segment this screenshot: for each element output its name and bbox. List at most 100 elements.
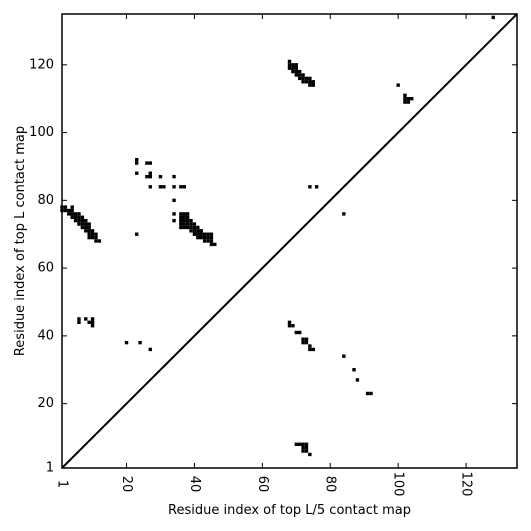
contact-point — [209, 239, 214, 243]
contact-point — [145, 174, 149, 179]
contact-point — [189, 222, 193, 226]
contact-point — [308, 344, 312, 348]
contact-point — [301, 73, 305, 77]
contact-point — [209, 235, 214, 240]
contact-point — [182, 215, 186, 219]
contact-point — [202, 239, 207, 243]
contact-point — [172, 218, 176, 223]
contact-point — [369, 391, 373, 396]
contact-point — [304, 445, 309, 450]
contact-point — [209, 232, 214, 236]
contact-point — [192, 232, 197, 236]
contact-point — [297, 76, 302, 81]
contact-point — [189, 229, 193, 233]
contact-point — [294, 69, 298, 74]
contact-point — [80, 218, 85, 223]
contact-point — [294, 442, 298, 446]
contact-point — [403, 93, 407, 98]
contact-point — [406, 100, 411, 104]
contact-point — [80, 215, 85, 219]
contact-point — [94, 232, 98, 236]
contact-point — [90, 320, 95, 325]
y-tick-label: 40 — [37, 328, 54, 343]
contact-point — [355, 378, 360, 382]
y-tick-label: 100 — [29, 125, 54, 140]
contact-point — [301, 442, 305, 446]
contact-point — [67, 212, 71, 216]
contact-point — [287, 320, 292, 325]
contact-point — [138, 340, 142, 345]
contact-point — [162, 185, 166, 189]
y-tick-label: 1 — [46, 461, 54, 476]
contact-point — [90, 229, 95, 233]
contact-point — [314, 185, 319, 189]
contact-point — [70, 208, 74, 213]
contact-point — [342, 354, 346, 358]
contact-point — [148, 174, 152, 179]
contact-point — [70, 205, 74, 209]
contact-point — [196, 235, 200, 240]
contact-point — [301, 80, 305, 84]
contact-point — [301, 340, 305, 345]
contact-point — [304, 337, 309, 341]
contact-point — [179, 212, 183, 216]
contact-point — [308, 80, 312, 84]
contact-point — [84, 229, 88, 233]
contact-point — [308, 347, 312, 352]
contact-point — [352, 368, 356, 372]
contact-point — [308, 452, 312, 457]
contact-point — [304, 449, 309, 453]
plot-frame — [61, 13, 518, 469]
contact-point — [342, 212, 346, 216]
contact-point — [172, 174, 176, 179]
contact-point — [185, 215, 190, 219]
contact-point — [158, 185, 163, 189]
contact-point — [291, 324, 295, 328]
contact-point — [297, 69, 302, 74]
contact-point — [182, 222, 186, 226]
contact-point — [94, 239, 98, 243]
contact-point — [90, 324, 95, 328]
contact-point — [87, 232, 91, 236]
contact-point — [77, 212, 81, 216]
contact-point — [192, 225, 197, 230]
contact-point — [84, 317, 88, 321]
contact-point — [294, 330, 298, 335]
contact-point — [182, 185, 186, 189]
y-tick-label: 20 — [37, 396, 54, 411]
contact-point — [410, 97, 414, 101]
contact-point — [84, 225, 88, 230]
contact-point — [189, 218, 193, 223]
contact-point — [148, 185, 152, 189]
contact-point — [148, 161, 152, 165]
contact-point — [80, 222, 85, 226]
contact-point — [308, 83, 312, 87]
contact-point — [213, 242, 217, 247]
contact-point — [158, 174, 163, 179]
contact-point — [206, 232, 210, 236]
contact-point — [90, 235, 95, 240]
contact-point — [148, 347, 152, 352]
contact-point — [301, 449, 305, 453]
contact-point — [80, 225, 85, 230]
y-tick-label: 60 — [37, 261, 54, 276]
x-axis-ticks: 1 20 40 60 80 100 120 — [55, 14, 474, 496]
contact-point — [77, 317, 81, 321]
x-tick-label: 120 — [459, 472, 474, 497]
contact-point — [185, 222, 190, 226]
contact-point — [87, 235, 91, 240]
contact-point — [172, 185, 176, 189]
contact-point — [135, 171, 139, 175]
contact-point — [291, 69, 295, 74]
contact-points — [60, 15, 495, 457]
contact-point — [148, 171, 152, 175]
y-tick-label: 80 — [37, 193, 54, 208]
contact-point — [87, 225, 91, 230]
contact-point — [87, 229, 91, 233]
contact-point — [311, 347, 315, 352]
contact-point — [304, 76, 309, 81]
contact-point — [73, 215, 78, 219]
contact-point — [304, 442, 309, 446]
contact-point — [209, 242, 214, 247]
